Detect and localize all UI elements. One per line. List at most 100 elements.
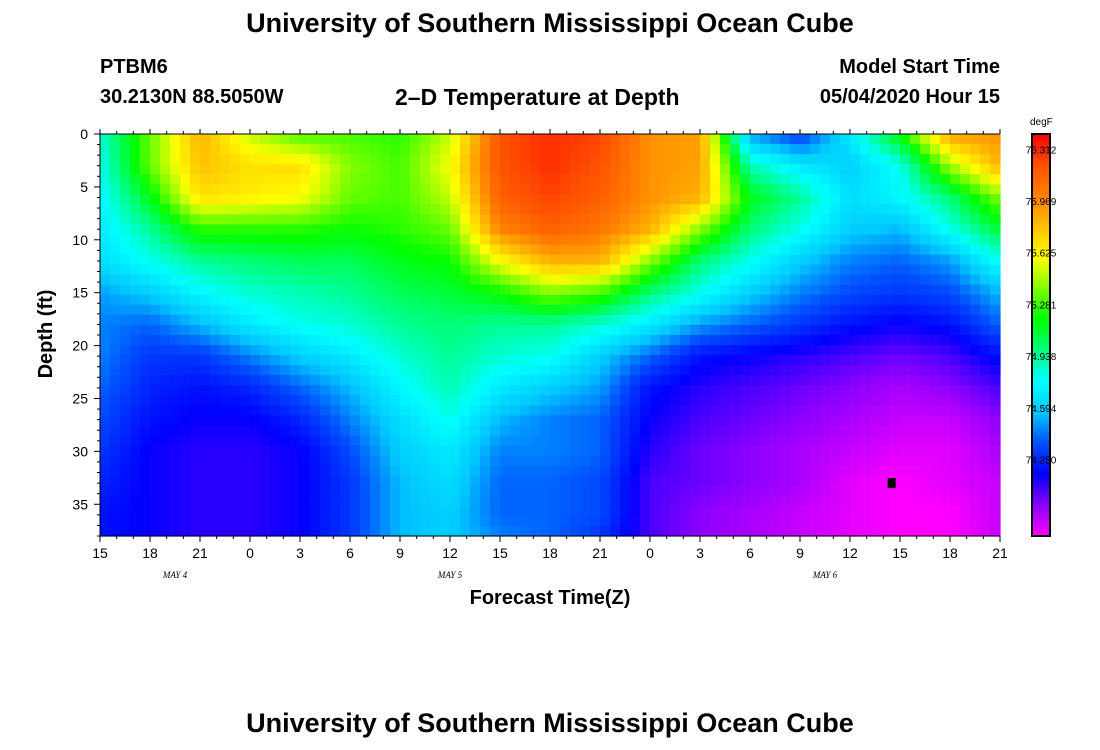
heatmap-cell [540, 395, 551, 406]
heatmap-cell [600, 264, 611, 276]
heatmap-cell [890, 174, 901, 185]
heatmap-cell [760, 134, 771, 145]
heatmap-cell [950, 194, 961, 205]
heatmap-cell [240, 294, 251, 306]
heatmap-cell [960, 314, 971, 326]
heatmap-cell [450, 495, 461, 507]
heatmap-cell [650, 505, 661, 517]
heatmap-cell [770, 284, 781, 296]
heatmap-cell [930, 495, 941, 507]
heatmap-cell [680, 375, 691, 386]
heatmap-cell [820, 214, 831, 226]
heatmap-cell [670, 415, 681, 427]
heatmap-cell [790, 284, 801, 296]
heatmap-cell [500, 465, 511, 477]
heatmap-cell [310, 174, 321, 185]
heatmap-cell [620, 224, 631, 236]
heatmap-cell [480, 365, 491, 376]
heatmap-cell [200, 465, 211, 477]
heatmap-cell [190, 324, 201, 336]
heatmap-cell [820, 425, 831, 437]
x-tick-label: 6 [746, 545, 754, 561]
heatmap-cell [690, 465, 701, 477]
colorbar-segment [1032, 284, 1050, 289]
heatmap-cell [250, 144, 261, 155]
heatmap-cell [620, 365, 631, 376]
heatmap-cell [750, 375, 761, 386]
heatmap-cell [570, 194, 581, 205]
heatmap-cell [790, 174, 801, 185]
heatmap-cell [700, 274, 711, 286]
heatmap-cell [570, 264, 581, 276]
heatmap-cell [670, 144, 681, 155]
heatmap-cell [560, 214, 571, 226]
colorbar-segment [1032, 398, 1050, 403]
heatmap-cell [580, 184, 591, 195]
heatmap-cell [820, 294, 831, 306]
heatmap-cell [560, 164, 571, 175]
heatmap-cell [830, 485, 841, 497]
heatmap-cell [370, 204, 381, 215]
heatmap-cell [950, 455, 961, 467]
heatmap-cell [400, 525, 411, 537]
heatmap-cell [520, 134, 531, 145]
heatmap-cell [550, 515, 561, 527]
heatmap-cell [990, 495, 1001, 507]
heatmap-cell [460, 234, 471, 246]
heatmap-cell [440, 475, 451, 487]
heatmap-cell [310, 184, 321, 195]
heatmap-cell [120, 184, 131, 195]
heatmap-cell [840, 465, 851, 477]
heatmap-cell [470, 154, 481, 165]
heatmap-cell [970, 465, 981, 477]
heatmap-cell [920, 244, 931, 256]
heatmap-cell [330, 284, 341, 296]
heatmap-cell [520, 244, 531, 256]
heatmap-cell [660, 515, 671, 527]
heatmap-cell [140, 415, 151, 427]
heatmap-cell [790, 385, 801, 396]
heatmap-cell [280, 244, 291, 256]
heatmap-cell [270, 345, 281, 356]
heatmap-cell [500, 314, 511, 326]
heatmap-cell [670, 234, 681, 246]
heatmap-cell [880, 525, 891, 537]
heatmap-cell [690, 154, 701, 165]
heatmap-cell [230, 495, 241, 507]
heatmap-cell [260, 335, 271, 346]
heatmap-cell [240, 375, 251, 386]
heatmap-cell [310, 385, 321, 396]
heatmap-cell [670, 184, 681, 195]
heatmap-cell [880, 515, 891, 527]
heatmap-cell [440, 314, 451, 326]
heatmap-cell [800, 294, 811, 306]
heatmap-cell [430, 445, 441, 457]
heatmap-cell [820, 284, 831, 296]
heatmap-cell [210, 465, 221, 477]
heatmap-cell [450, 224, 461, 236]
heatmap-cell [330, 445, 341, 457]
heatmap-cell [380, 485, 391, 497]
heatmap-cell [450, 445, 461, 457]
heatmap-cell [230, 335, 241, 346]
heatmap-cell [650, 345, 661, 356]
colorbar-segment [1032, 244, 1050, 249]
heatmap-cell [390, 435, 401, 447]
heatmap-cell [370, 445, 381, 457]
heatmap-cell [830, 304, 841, 316]
heatmap-cell [250, 505, 261, 517]
heatmap-cell [300, 144, 311, 155]
heatmap-cell [440, 234, 451, 246]
heatmap-cell [940, 254, 951, 266]
heatmap-cell [510, 314, 521, 326]
colorbar-segment [1032, 170, 1050, 175]
heatmap-cell [440, 304, 451, 316]
heatmap-cell [810, 435, 821, 447]
heatmap-cell [930, 415, 941, 427]
heatmap-cell [110, 385, 121, 396]
heatmap-cell [360, 324, 371, 336]
heatmap-cell [580, 314, 591, 326]
heatmap-cell [950, 345, 961, 356]
heatmap-cell [190, 234, 201, 246]
heatmap-cell [300, 164, 311, 175]
